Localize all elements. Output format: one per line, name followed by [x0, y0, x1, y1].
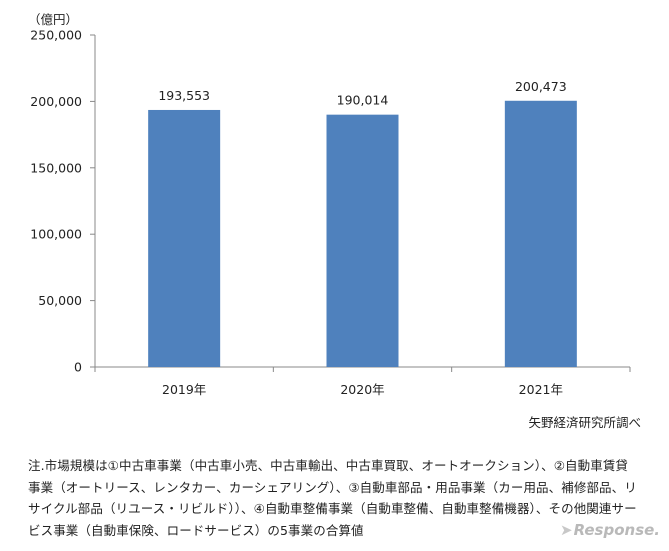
- watermark-text: Response.: [573, 521, 661, 539]
- y-tick-label: 100,000: [30, 227, 82, 242]
- y-tick-label: 150,000: [30, 160, 82, 175]
- y-tick-label: 200,000: [30, 94, 82, 109]
- bar: [326, 114, 399, 367]
- source-label: 矢野経済研究所調べ: [528, 415, 641, 430]
- bar: [148, 109, 221, 368]
- footnote: 注.市場規模は①中古車事業（中古車小売、中古車輸出、中古車買取、オートオークショ…: [28, 458, 637, 538]
- data-label: 190,014: [337, 93, 389, 108]
- y-tick-label: 250,000: [30, 28, 82, 43]
- y-axis-unit-label: （億円）: [28, 12, 79, 27]
- y-tick-label: 0: [74, 360, 82, 375]
- x-tick-label: 2019年: [162, 382, 206, 397]
- bar-chart: 0 50,000 100,000 150,000 200,000 250,000 193,5…: [30, 28, 631, 397]
- watermark-arrow-icon: ➤: [560, 521, 573, 539]
- bar: [504, 100, 577, 368]
- x-tick-label: 2021年: [519, 382, 563, 397]
- watermark-logo: ➤Response.: [560, 521, 660, 539]
- x-tick-label: 2020年: [340, 382, 384, 397]
- data-label: 200,473: [515, 79, 567, 94]
- y-tick-label: 50,000: [38, 293, 82, 308]
- data-label: 193,553: [158, 88, 210, 103]
